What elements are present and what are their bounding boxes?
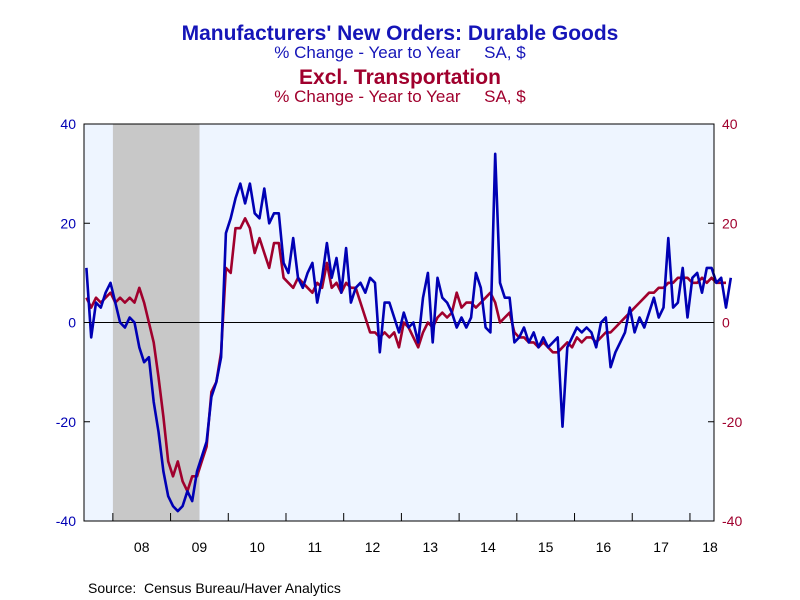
y-tick-label-left: 0 bbox=[68, 315, 76, 331]
x-tick-label: 12 bbox=[365, 539, 381, 555]
chart-subtitle-2: % Change - Year to Year SA, $ bbox=[274, 87, 526, 106]
x-tick-label: 16 bbox=[596, 539, 612, 555]
x-tick-label: 11 bbox=[308, 539, 323, 555]
x-tick-label: 10 bbox=[249, 539, 265, 555]
series-line-excl bbox=[85, 217, 726, 493]
y-tick-label-right: -40 bbox=[722, 513, 742, 529]
y-tick-label-left: 20 bbox=[60, 215, 76, 231]
x-tick-label: 09 bbox=[192, 539, 208, 555]
source-note: Source: Census Bureau/Haver Analytics bbox=[88, 580, 341, 596]
chart-title: Manufacturers' New Orders: Durable Goods bbox=[182, 22, 619, 45]
x-tick-label: 17 bbox=[653, 539, 669, 555]
series-line-total bbox=[85, 152, 733, 513]
y-tick-label-left: -20 bbox=[56, 414, 76, 430]
x-tick-label: 18 bbox=[702, 539, 718, 555]
chart-title-2: Excl. Transportation bbox=[299, 66, 501, 89]
x-tick-label: 08 bbox=[134, 539, 150, 555]
y-tick-label-right: 20 bbox=[722, 215, 738, 231]
x-tick-label: 14 bbox=[480, 539, 496, 555]
x-tick-label: 15 bbox=[538, 539, 554, 555]
x-tick-label: 13 bbox=[422, 539, 438, 555]
y-tick-label-right: -20 bbox=[722, 414, 742, 430]
y-tick-label-right: 40 bbox=[722, 116, 738, 132]
y-tick-label-left: -40 bbox=[56, 513, 76, 529]
chart-subtitle: % Change - Year to Year SA, $ bbox=[274, 43, 526, 62]
y-tick-label-right: 0 bbox=[722, 315, 730, 331]
y-tick-label-left: 40 bbox=[60, 116, 76, 132]
